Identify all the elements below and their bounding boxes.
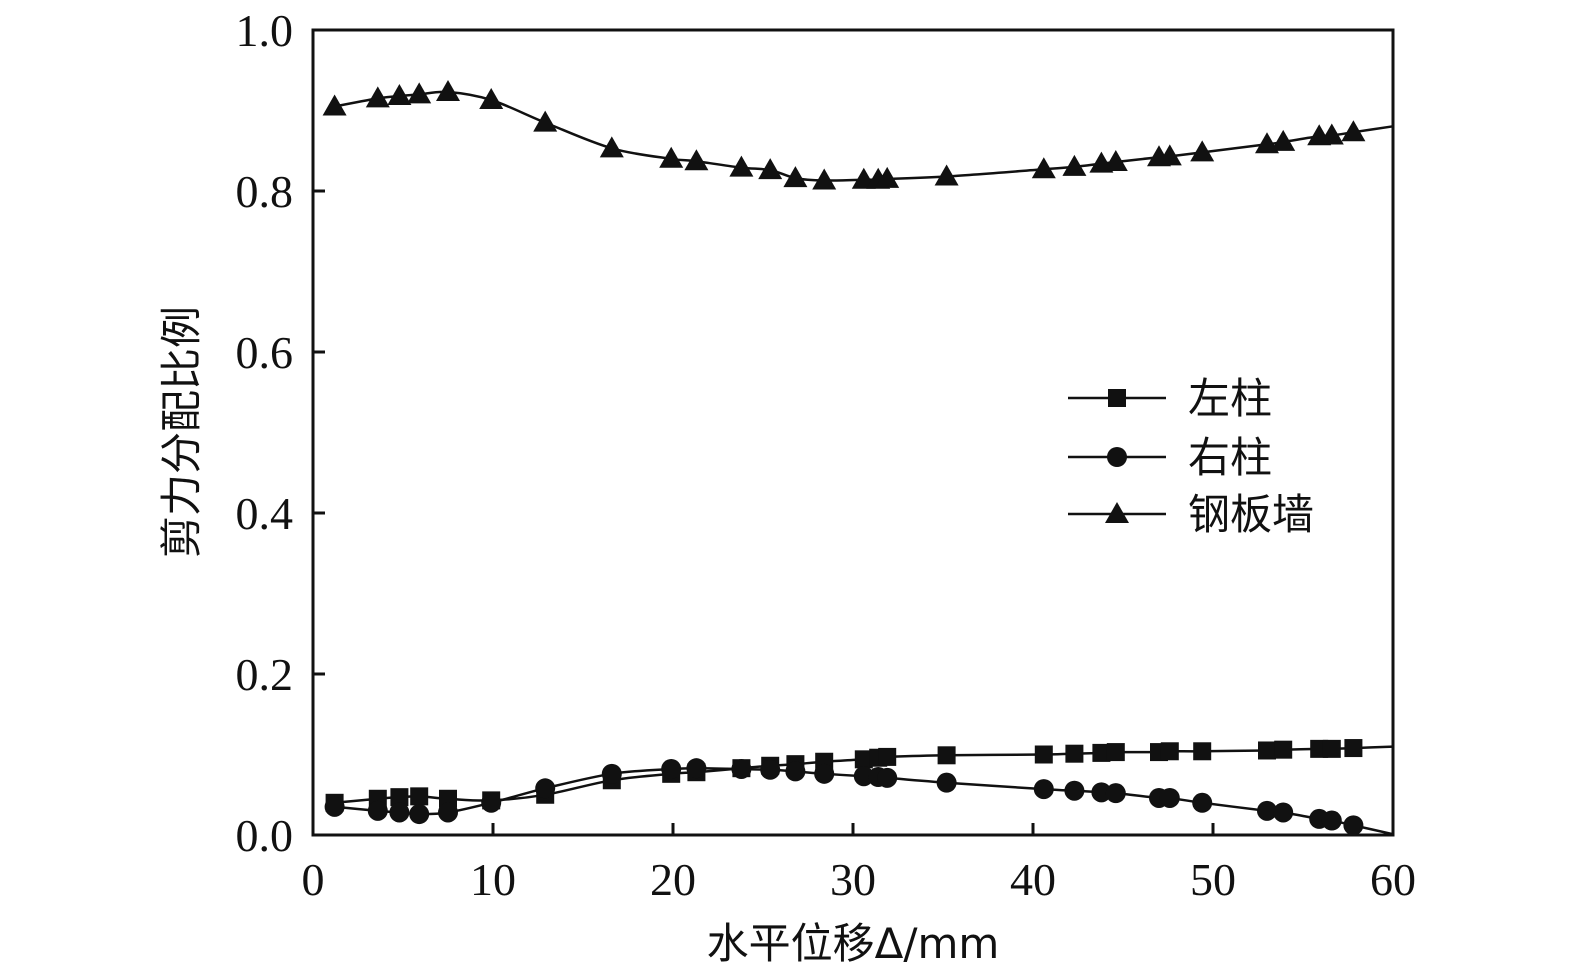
data-point-square (390, 788, 409, 807)
data-point-square (1034, 745, 1053, 764)
data-point-square (410, 787, 429, 806)
data-point-triangle (1190, 140, 1215, 162)
data-point-triangle (533, 110, 558, 132)
data-point-circle (1033, 779, 1054, 800)
legend-label: 左柱 (1188, 374, 1272, 423)
data-point-triangle (479, 88, 504, 110)
data-point-circle (438, 802, 458, 823)
data-point-triangle (1103, 150, 1128, 172)
data-point-circle (1192, 792, 1213, 813)
data-point-square (1160, 742, 1179, 761)
data-point-circle (853, 766, 874, 787)
data-point-circle (877, 767, 898, 788)
data-point-circle (760, 759, 781, 780)
data-point-square (878, 747, 897, 766)
data-point-square (1258, 741, 1276, 760)
data-point-circle (389, 802, 410, 823)
data-point-circle (814, 763, 835, 784)
data-point-circle (481, 792, 502, 813)
legend-label: 右柱 (1188, 433, 1272, 482)
data-point-circle (731, 758, 752, 779)
data-point-triangle (758, 158, 783, 180)
data-point-triangle (1062, 154, 1087, 176)
data-point-circle (1273, 802, 1294, 823)
data-point-circle (367, 800, 388, 821)
x-tick-label: 50 (1190, 854, 1236, 905)
data-point-triangle (407, 82, 432, 104)
x-tick-label: 60 (1370, 854, 1416, 905)
data-point-triangle (1271, 129, 1296, 151)
y-axis-title: 剪力分配比例 (157, 306, 206, 558)
data-point-square (1274, 740, 1293, 759)
data-point-square (1065, 744, 1084, 763)
data-point-square (1344, 739, 1363, 758)
data-point-triangle (436, 79, 460, 101)
data-point-circle (1091, 782, 1112, 803)
legend-marker-square (1108, 389, 1126, 407)
data-point-triangle (1341, 120, 1366, 142)
y-tick-label: 0.0 (236, 810, 294, 861)
data-point-triangle (783, 166, 808, 188)
legend-label: 钢板墙 (1188, 490, 1314, 539)
data-point-circle (1321, 810, 1342, 831)
data-point-circle (1257, 800, 1277, 821)
x-tick-label: 10 (470, 854, 516, 905)
data-point-circle (1105, 783, 1126, 804)
y-tick-label: 0.6 (236, 327, 294, 378)
data-point-triangle (659, 146, 684, 168)
data-point-square (1106, 743, 1125, 762)
y-tick-label: 0.2 (236, 649, 294, 700)
data-point-circle (1064, 780, 1085, 801)
axis-ticks: 0 10 20 30 40 50 60 0.0 0.2 0.4 0.6 0.8 1.0 (236, 5, 1417, 905)
data-point-circle (936, 772, 957, 793)
data-point-square (1322, 739, 1341, 758)
x-tick-label: 20 (650, 854, 696, 905)
data-point-circle (535, 778, 556, 799)
data-point-triangle (934, 164, 959, 186)
data-point-square (1092, 743, 1111, 762)
data-point-circle (785, 761, 806, 782)
data-point-triangle (322, 94, 347, 116)
data-point-triangle (1031, 157, 1056, 179)
data-point-triangle (812, 168, 837, 190)
x-tick-label: 40 (1010, 854, 1056, 905)
data-point-square (1193, 742, 1212, 761)
y-tick-label: 0.4 (236, 488, 294, 539)
data-point-triangle (1319, 123, 1344, 145)
x-tick-label: 0 (302, 854, 325, 905)
data-point-square (854, 750, 873, 769)
legend-marker-circle (1107, 447, 1127, 467)
data-point-circle (1343, 815, 1364, 836)
x-axis-title: 水平位移Δ/mm (707, 919, 1000, 968)
data-point-triangle (365, 86, 390, 108)
data-point-triangle (729, 155, 754, 177)
data-point-triangle (599, 136, 624, 158)
y-tick-label: 1.0 (236, 5, 294, 56)
data-point-triangle (387, 84, 412, 106)
legend-marker-triangle (1105, 502, 1129, 523)
y-tick-label: 0.8 (236, 166, 294, 217)
data-point-square (937, 746, 956, 765)
series-markers (322, 79, 1366, 836)
data-point-circle (1159, 787, 1180, 808)
data-point-triangle (875, 166, 900, 188)
data-point-circle (601, 763, 622, 784)
data-point-circle (661, 758, 682, 779)
x-tick-label: 30 (830, 854, 876, 905)
data-point-square (439, 789, 457, 808)
data-point-triangle (1157, 144, 1182, 166)
data-point-triangle (684, 149, 709, 171)
data-point-circle (324, 796, 345, 817)
data-point-circle (409, 804, 430, 825)
data-point-circle (686, 758, 707, 779)
